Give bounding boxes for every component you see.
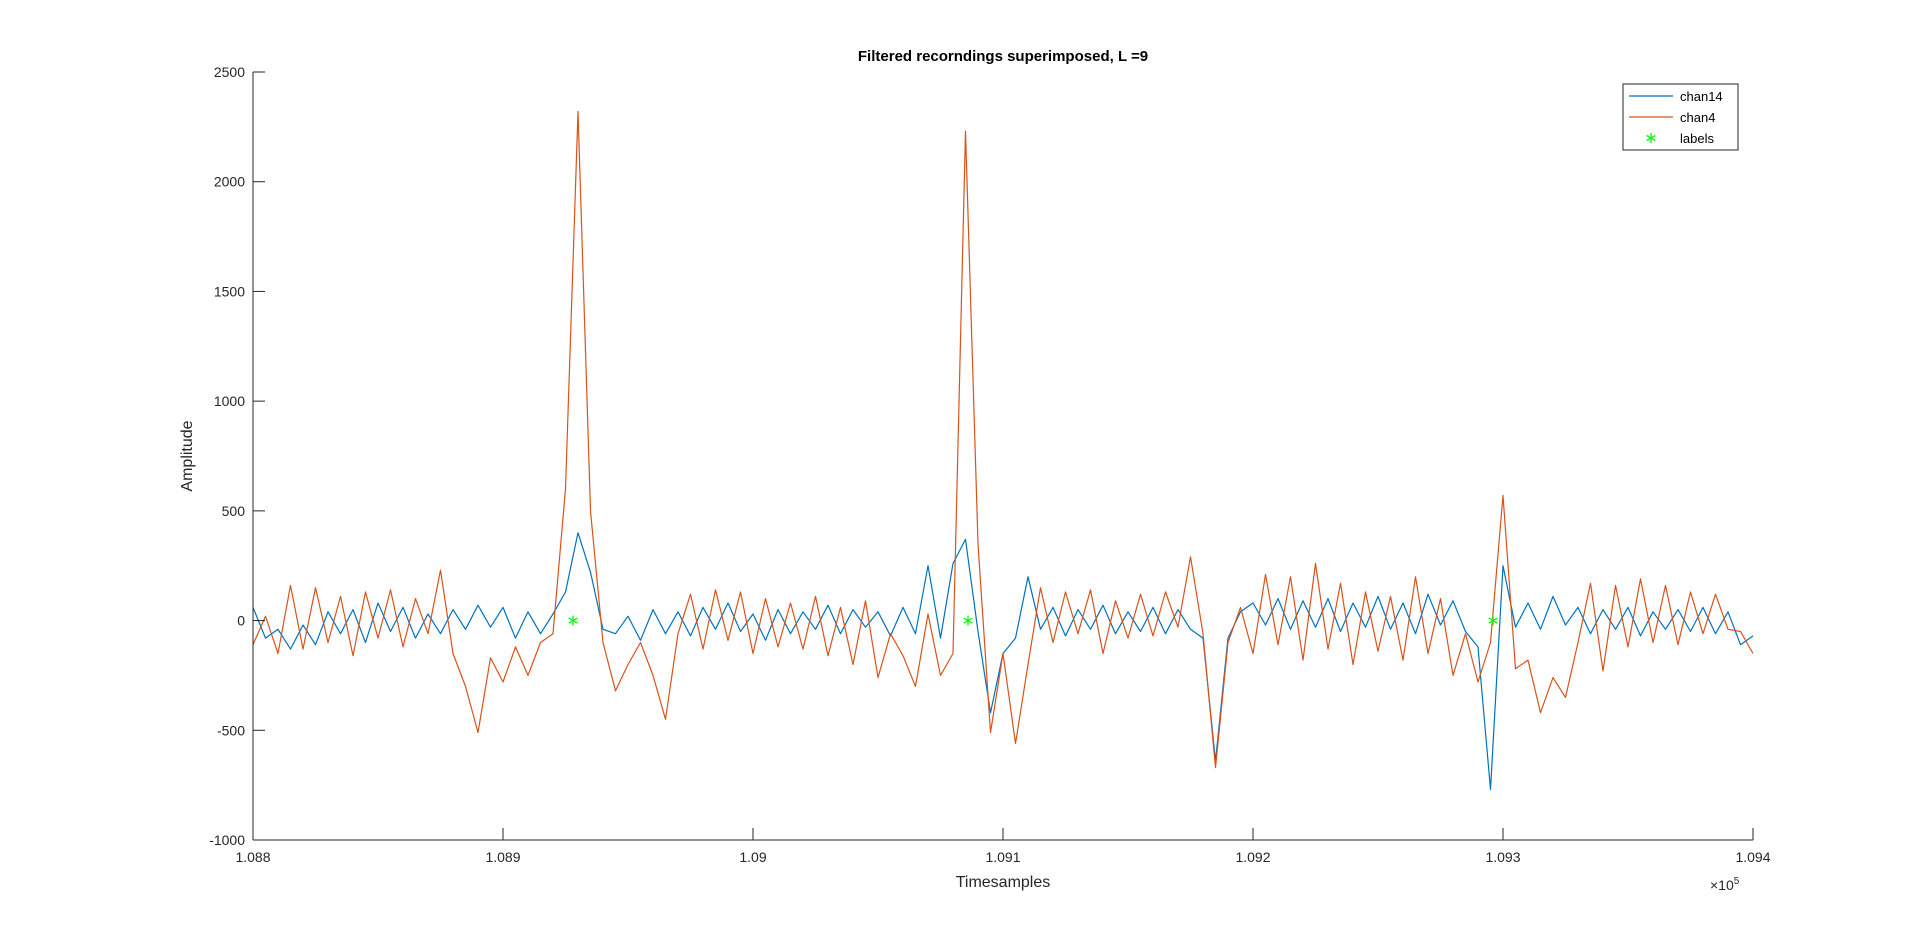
label-marker <box>568 615 578 626</box>
x-tick-label: 1.088 <box>235 849 270 865</box>
x-tick-label: 1.089 <box>485 849 520 865</box>
y-axis-label: Amplitude <box>179 420 196 491</box>
legend-label-chan14: chan14 <box>1680 89 1723 104</box>
y-tick-label: 1000 <box>214 393 245 409</box>
x-exponent-label: ×105 <box>1710 876 1740 893</box>
label-marker <box>963 615 973 626</box>
y-tick-label: 2500 <box>214 64 245 80</box>
x-tick-label: 1.093 <box>1485 849 1520 865</box>
series-layer <box>252 110 1754 791</box>
x-axis-label: Timesamples <box>956 874 1051 891</box>
y-tick-label: 1500 <box>214 283 245 299</box>
legend-marker-star <box>1646 133 1656 143</box>
x-tick-label: 1.094 <box>1735 849 1770 865</box>
label-marker <box>1488 615 1498 626</box>
star-stroke <box>1488 617 1498 624</box>
y-tick-label: -1000 <box>209 832 245 848</box>
star-stroke <box>963 617 973 624</box>
y-tick-label: 500 <box>222 503 246 519</box>
x-tick-label: 1.092 <box>1235 849 1270 865</box>
legend-label-labels: labels <box>1680 131 1714 146</box>
y-tick-label: 0 <box>237 613 245 629</box>
y-tick-label: -500 <box>217 722 245 738</box>
x-tick-label: 1.091 <box>985 849 1020 865</box>
legend-swatch-labels <box>1646 133 1656 143</box>
plot-area <box>253 72 1753 840</box>
legend: chan14 chan4 labels <box>1622 83 1739 151</box>
star-stroke <box>568 617 578 624</box>
chart-title: Filtered recorndings superimposed, L =9 <box>858 48 1148 65</box>
x-exponent-base: ×10 <box>1710 877 1734 893</box>
star-stroke <box>1646 134 1656 142</box>
axes-layer: 1.088 1.089 1.09 1.091 1.092 1.093 1.094 -1000 -… <box>209 64 1771 865</box>
series-line-chan4 <box>252 110 1754 769</box>
x-exponent-power: 5 <box>1734 876 1740 887</box>
x-tick-label: 1.09 <box>739 849 766 865</box>
y-tick-label: 2000 <box>214 174 245 190</box>
legend-label-chan4: chan4 <box>1680 110 1715 125</box>
